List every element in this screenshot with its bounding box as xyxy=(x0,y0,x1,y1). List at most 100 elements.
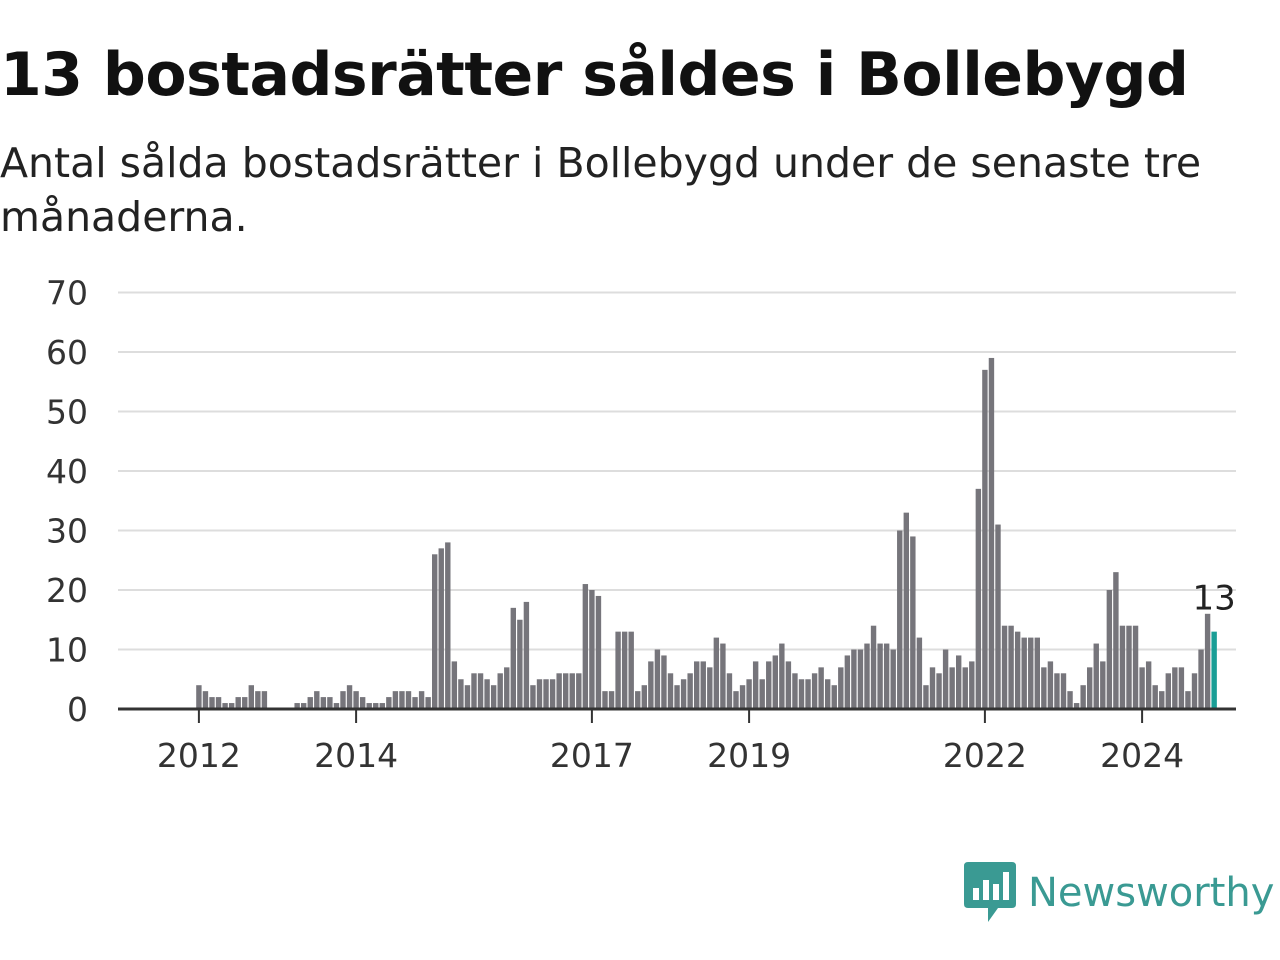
bar xyxy=(798,679,805,709)
bar xyxy=(438,548,444,709)
bar xyxy=(242,697,248,709)
bar xyxy=(674,685,680,709)
bar xyxy=(366,703,372,709)
bar xyxy=(595,595,602,709)
bar xyxy=(248,685,254,709)
bar xyxy=(523,601,530,709)
x-tick-label: 2012 xyxy=(157,736,241,775)
bar xyxy=(1034,637,1040,709)
chart-title: 13 bostadsrätter såldes i Bollebygd xyxy=(0,40,1189,110)
bar xyxy=(386,697,392,709)
bar xyxy=(399,691,405,709)
x-tick-label: 2014 xyxy=(314,736,398,775)
bar xyxy=(458,679,464,709)
bar xyxy=(949,667,955,709)
y-tick-label: 50 xyxy=(46,393,88,432)
bar xyxy=(294,703,300,709)
bar xyxy=(733,691,739,709)
bar xyxy=(759,679,765,709)
bar xyxy=(648,661,654,709)
bar xyxy=(1001,625,1008,709)
bar xyxy=(353,691,359,709)
bar xyxy=(726,673,733,709)
bar xyxy=(1185,691,1191,709)
bar xyxy=(1172,667,1178,709)
bar xyxy=(1204,613,1211,709)
bar xyxy=(1139,667,1145,709)
bar xyxy=(661,655,667,709)
bar xyxy=(477,673,484,709)
bar xyxy=(451,661,458,709)
bar xyxy=(255,691,261,709)
bar xyxy=(510,607,516,709)
bar xyxy=(707,667,713,709)
bar xyxy=(1041,667,1047,709)
bar xyxy=(851,649,857,709)
bar xyxy=(818,667,824,709)
bar xyxy=(445,542,451,709)
bar xyxy=(792,673,798,709)
bar xyxy=(942,649,949,709)
bar-chart: 0 10 20 30 40 50 60 70 2012 2014 2017 2019 2022 2024 1… xyxy=(46,274,1236,775)
bar xyxy=(785,661,792,709)
bar xyxy=(340,691,346,709)
bar xyxy=(530,685,536,709)
bar xyxy=(1191,673,1198,709)
bar xyxy=(412,697,418,709)
bar xyxy=(320,697,327,709)
bar xyxy=(969,661,975,709)
bar xyxy=(517,619,523,709)
bar xyxy=(654,649,661,709)
bar xyxy=(811,673,818,709)
bar xyxy=(667,673,674,709)
bar xyxy=(556,673,562,709)
bar xyxy=(1198,649,1204,709)
bar xyxy=(857,649,864,709)
bar xyxy=(608,691,615,709)
bar xyxy=(1073,703,1080,709)
bar xyxy=(1152,685,1158,709)
last-value-label: 13 xyxy=(1193,579,1236,619)
bar xyxy=(1054,673,1060,709)
y-tick-label: 20 xyxy=(46,571,88,610)
bar xyxy=(202,691,209,709)
bar xyxy=(779,643,785,709)
bar xyxy=(831,685,837,709)
bar xyxy=(1047,661,1054,709)
bar xyxy=(929,667,936,709)
bar xyxy=(1165,673,1171,709)
bar xyxy=(883,643,890,709)
bar xyxy=(1132,625,1139,709)
bar xyxy=(1028,637,1034,709)
gridlines xyxy=(118,291,1236,651)
bar xyxy=(746,679,752,709)
bar xyxy=(359,697,366,709)
y-tick-label: 10 xyxy=(46,631,88,670)
bar xyxy=(1087,667,1093,709)
bar xyxy=(635,691,641,709)
bar xyxy=(307,697,313,709)
bar-chart-bubble-icon xyxy=(964,862,1016,922)
bar xyxy=(1014,631,1021,709)
bar xyxy=(916,637,923,709)
brand-name: Newsworthy xyxy=(1028,870,1275,916)
bar xyxy=(694,661,700,709)
bar xyxy=(1067,691,1073,709)
bar xyxy=(825,679,831,709)
bar xyxy=(687,673,693,709)
bar xyxy=(1093,643,1099,709)
bar xyxy=(1080,685,1086,709)
x-tick-label: 2022 xyxy=(943,736,1027,775)
bar xyxy=(1126,625,1132,709)
bar xyxy=(582,584,589,709)
bar xyxy=(464,685,471,709)
bar xyxy=(975,488,982,709)
bar xyxy=(1100,661,1106,709)
bar xyxy=(209,697,215,709)
y-tick-label: 70 xyxy=(46,274,88,313)
axes xyxy=(118,707,1236,723)
bar xyxy=(962,667,968,709)
y-tick-label: 60 xyxy=(46,333,88,372)
bars xyxy=(196,357,1217,709)
bar xyxy=(261,691,268,709)
